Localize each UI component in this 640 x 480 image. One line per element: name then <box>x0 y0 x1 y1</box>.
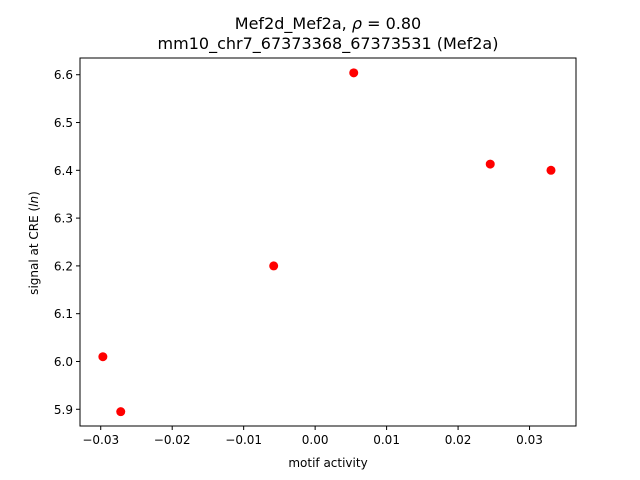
data-point-5 <box>546 165 556 175</box>
plot-frame <box>79 57 577 427</box>
data-point-2 <box>269 261 279 271</box>
x-tick-label-0: −0.03 <box>82 433 119 447</box>
x-tick-label-1: −0.02 <box>154 433 191 447</box>
data-point-1 <box>116 407 126 417</box>
x-axis-label: motif activity <box>288 456 367 470</box>
data-point-4 <box>485 159 495 169</box>
chart-title-line1: Mef2d_Mef2a, ρ = 0.80 <box>235 14 421 34</box>
plot-area: −0.03 −0.02 −0.01 0.00 0.01 0.02 0.03 5.9 6.0 6.1… <box>54 57 577 447</box>
y-tick-label-0: 5.9 <box>54 403 73 417</box>
data-point-3 <box>349 68 359 78</box>
x-tick-label-3: 0.00 <box>302 433 329 447</box>
chart-title-line2: mm10_chr7_67373368_67373531 (Mef2a) <box>158 34 499 54</box>
x-tick-label-6: 0.03 <box>516 433 543 447</box>
y-tick-label-6: 6.5 <box>54 116 73 130</box>
y-tick-label-2: 6.1 <box>54 307 73 321</box>
data-point-0 <box>98 352 108 362</box>
y-tick-label-5: 6.4 <box>54 164 73 178</box>
y-axis-label: signal at CRE (ln) <box>27 191 41 295</box>
x-tick-label-5: 0.02 <box>445 433 472 447</box>
y-tick-label-3: 6.2 <box>54 259 73 273</box>
y-tick-label-4: 6.3 <box>54 212 73 226</box>
y-tick-label-1: 6.0 <box>54 355 73 369</box>
x-tick-label-2: −0.01 <box>225 433 262 447</box>
y-tick-label-7: 6.6 <box>54 68 73 82</box>
x-tick-label-4: 0.01 <box>373 433 400 447</box>
